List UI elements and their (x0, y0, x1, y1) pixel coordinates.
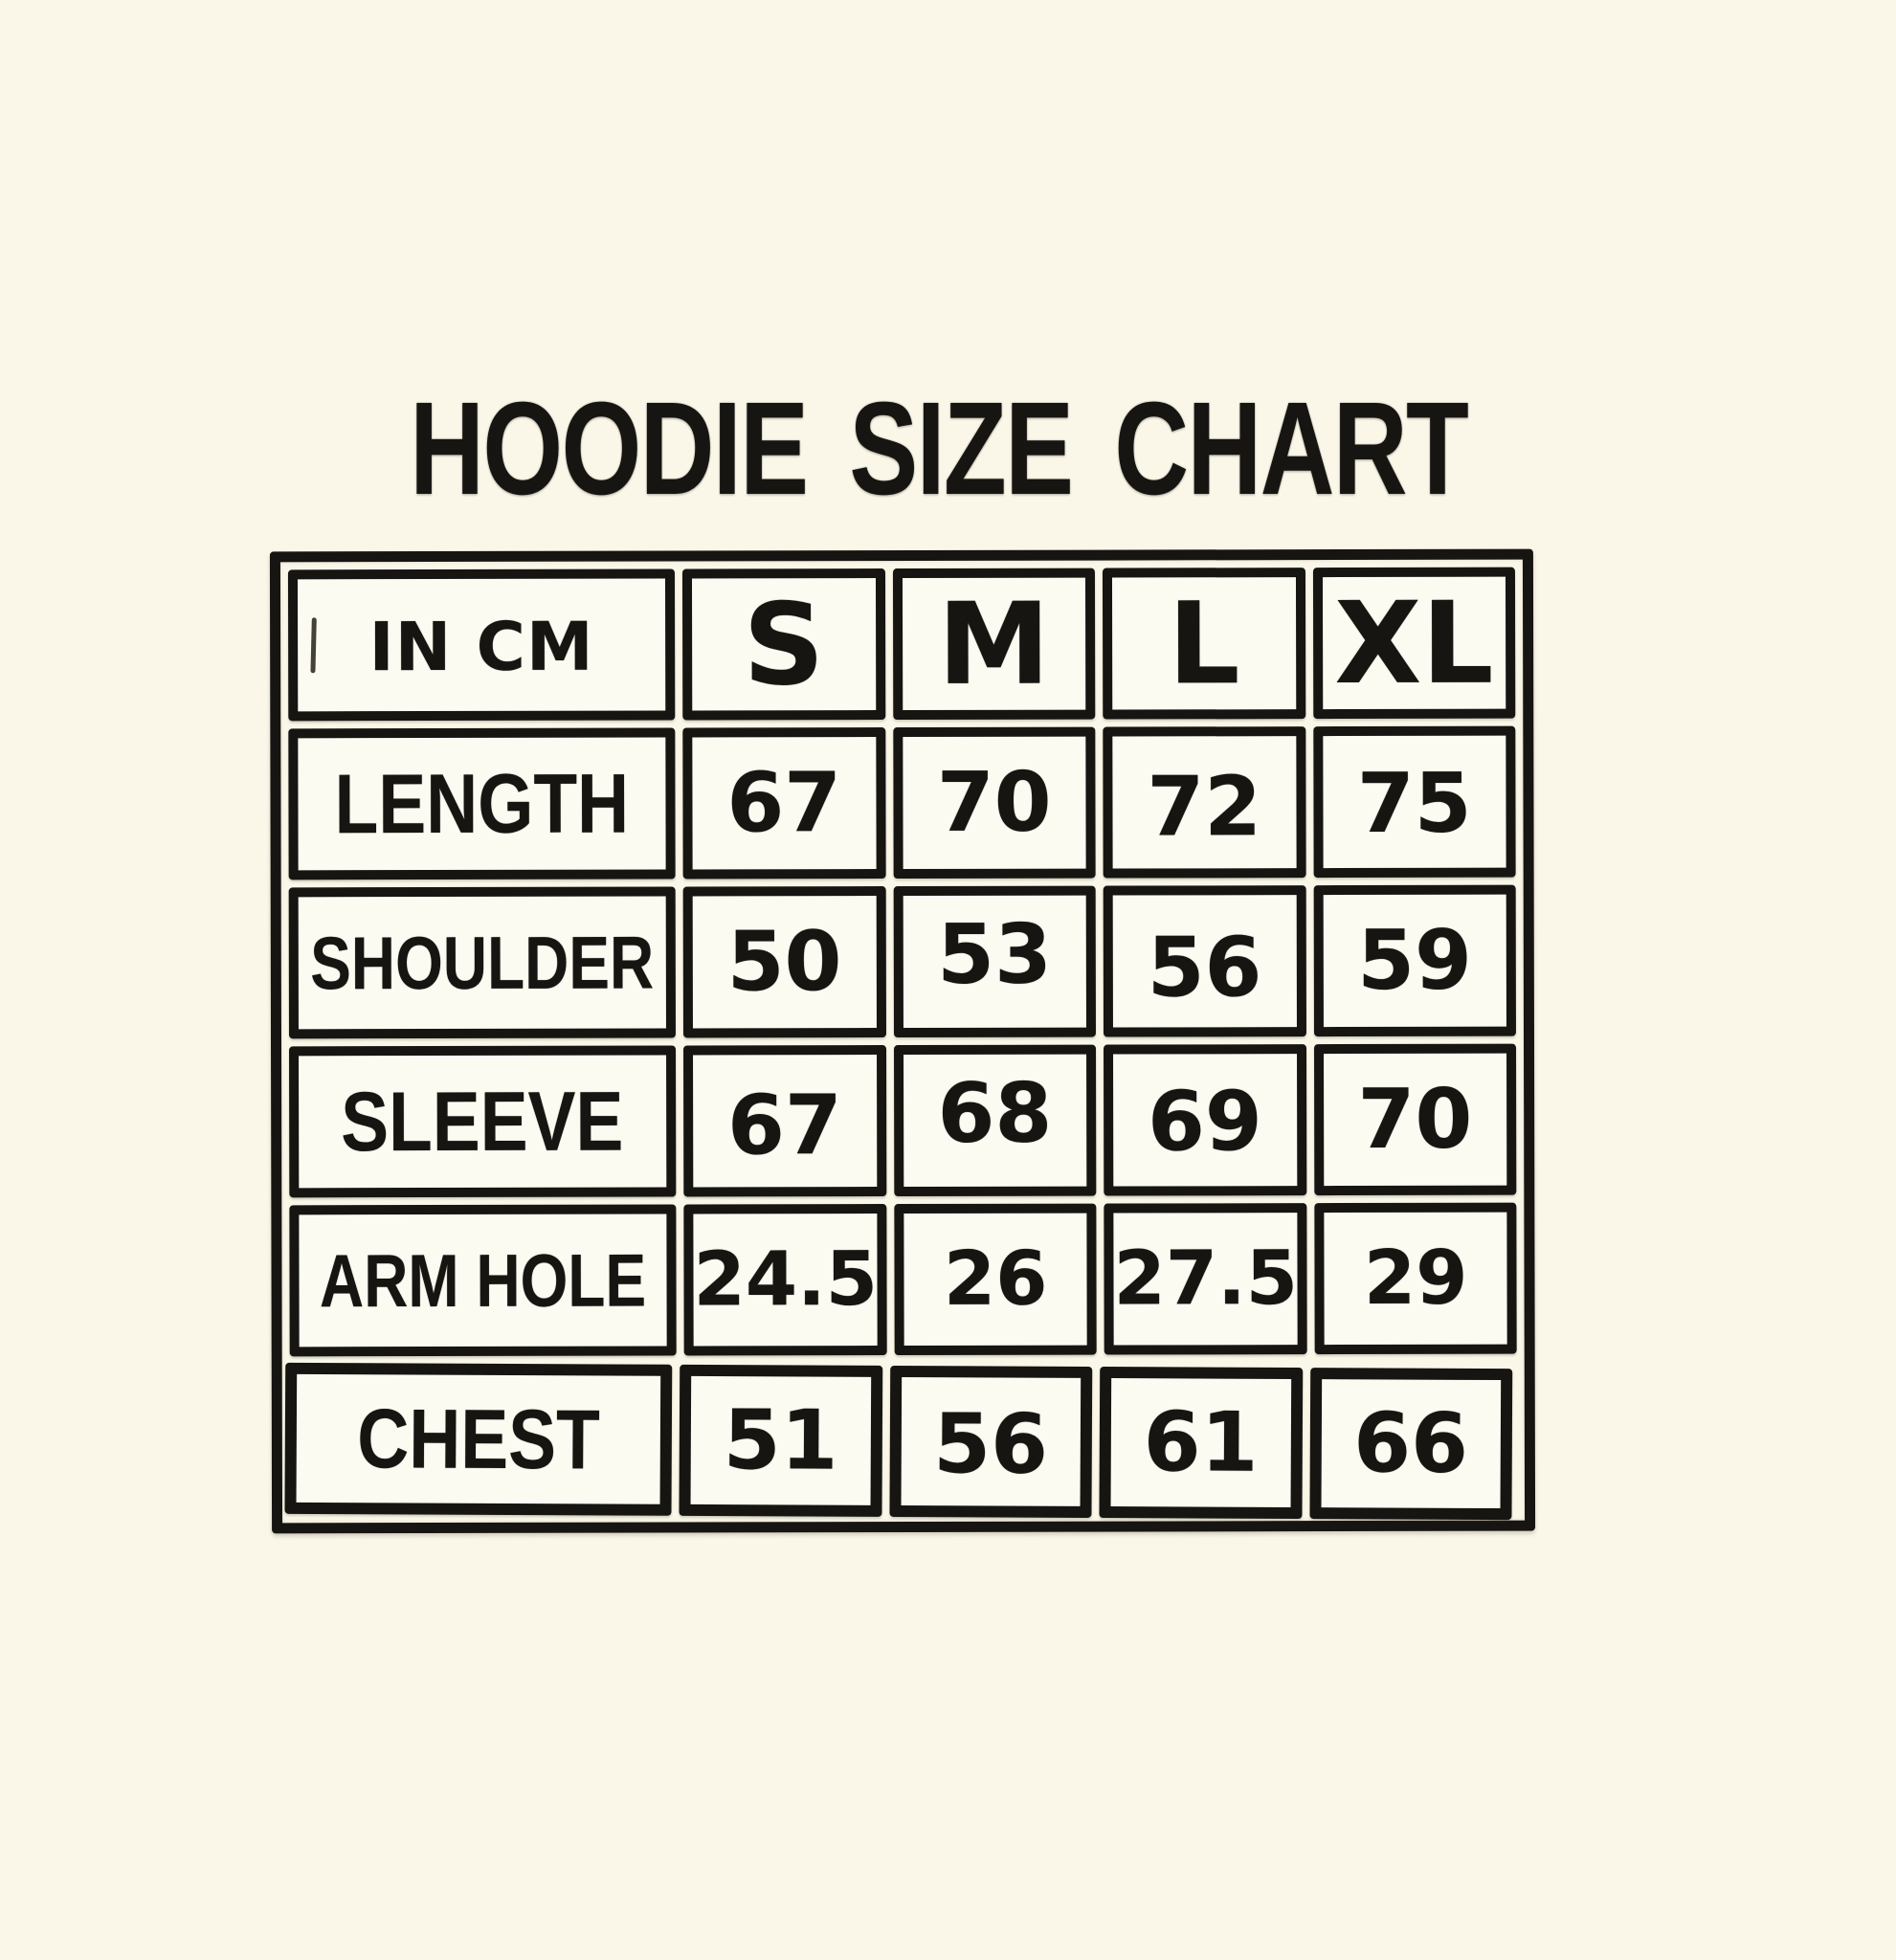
cell-value: 24.5 (693, 1236, 879, 1324)
cell-value: 67 (726, 755, 842, 852)
cell-value: 75 (1356, 755, 1472, 853)
value-cell-length-s: 67 (682, 727, 886, 880)
value-cell-arm-hole-m: 26 (894, 1203, 1097, 1356)
cell-value: 70 (936, 754, 1052, 851)
cell-value: 26 (943, 1236, 1048, 1323)
value-cell-length-l: 72 (1103, 726, 1306, 879)
value-cell-shoulder-m: 53 (893, 885, 1096, 1038)
cell-value: 69 (1147, 1074, 1262, 1170)
column-header-l: L (1102, 568, 1305, 720)
row-label-cell: LENGTH (288, 727, 676, 880)
cell-value: 56 (1147, 920, 1262, 1016)
value-cell-arm-hole-s: 24.5 (683, 1204, 888, 1356)
cell-value: 68 (937, 1065, 1053, 1162)
table-row-arm-hole: ARM HOLE 24.5 26 27.5 29 (289, 1202, 1517, 1357)
row-label-cell: SLEEVE (289, 1045, 677, 1198)
value-cell-arm-hole-xl: 29 (1314, 1202, 1517, 1355)
row-label: SLEEVE (341, 1073, 624, 1169)
cell-value: 59 (1357, 912, 1473, 1010)
row-label: SHOULDER (310, 920, 655, 1006)
column-header-label: XL (1334, 576, 1494, 710)
scan-artifact-mark (310, 617, 317, 674)
row-label: CHEST (356, 1391, 600, 1487)
cell-value: 56 (933, 1396, 1049, 1493)
value-cell-shoulder-l: 56 (1103, 885, 1306, 1037)
cell-value: 50 (726, 914, 842, 1011)
value-cell-sleeve-xl: 70 (1313, 1043, 1517, 1196)
table-row-length: LENGTH 67 70 72 75 (288, 725, 1516, 880)
column-header-label: L (1168, 577, 1240, 710)
value-cell-sleeve-m: 68 (893, 1044, 1097, 1197)
column-header-label: S (743, 578, 825, 711)
unit-label: IN CM (368, 607, 594, 687)
value-cell-arm-hole-l: 27.5 (1104, 1203, 1308, 1355)
value-cell-sleeve-s: 67 (683, 1045, 886, 1197)
column-header-s: S (681, 568, 885, 721)
row-label-cell: CHEST (284, 1362, 673, 1516)
row-label-cell: ARM HOLE (289, 1204, 677, 1357)
cell-value: 61 (1143, 1394, 1259, 1491)
cell-value: 66 (1353, 1395, 1469, 1492)
table-header-row: IN CM S M L XL (287, 567, 1516, 722)
cell-value: 29 (1363, 1235, 1468, 1322)
unit-header-cell: IN CM (287, 568, 676, 722)
column-header-xl: XL (1312, 567, 1516, 720)
cell-value: 70 (1357, 1071, 1473, 1169)
cell-value: 27.5 (1113, 1236, 1299, 1323)
value-cell-length-m: 70 (892, 726, 1096, 880)
cell-value: 53 (937, 906, 1053, 1003)
value-cell-length-xl: 75 (1312, 725, 1516, 879)
cell-value: 72 (1147, 759, 1262, 856)
cell-value: 51 (723, 1392, 838, 1489)
table-row-shoulder: SHOULDER 50 53 56 59 (288, 884, 1516, 1039)
size-chart-table: IN CM S M L XL LENGTH 67 70 (269, 548, 1536, 1534)
column-header-label: M (937, 577, 1051, 710)
value-cell-chest-m: 56 (888, 1365, 1093, 1518)
value-cell-shoulder-s: 50 (682, 886, 886, 1038)
value-cell-shoulder-xl: 59 (1313, 884, 1516, 1037)
value-cell-sleeve-l: 69 (1104, 1044, 1306, 1196)
cell-value: 67 (726, 1078, 842, 1174)
value-cell-chest-l: 61 (1099, 1367, 1303, 1520)
column-header-m: M (892, 568, 1096, 721)
value-cell-chest-xl: 66 (1308, 1368, 1513, 1521)
table-row-chest: CHEST 51 56 61 66 (284, 1362, 1513, 1521)
value-cell-chest-s: 51 (679, 1364, 882, 1517)
row-label-cell: SHOULDER (288, 886, 676, 1039)
row-label: ARM HOLE (319, 1237, 647, 1324)
table-row-sleeve: SLEEVE 67 68 69 70 (289, 1043, 1517, 1198)
page-title: HOODIE SIZE CHART (410, 375, 1469, 523)
row-label: LENGTH (334, 755, 630, 852)
